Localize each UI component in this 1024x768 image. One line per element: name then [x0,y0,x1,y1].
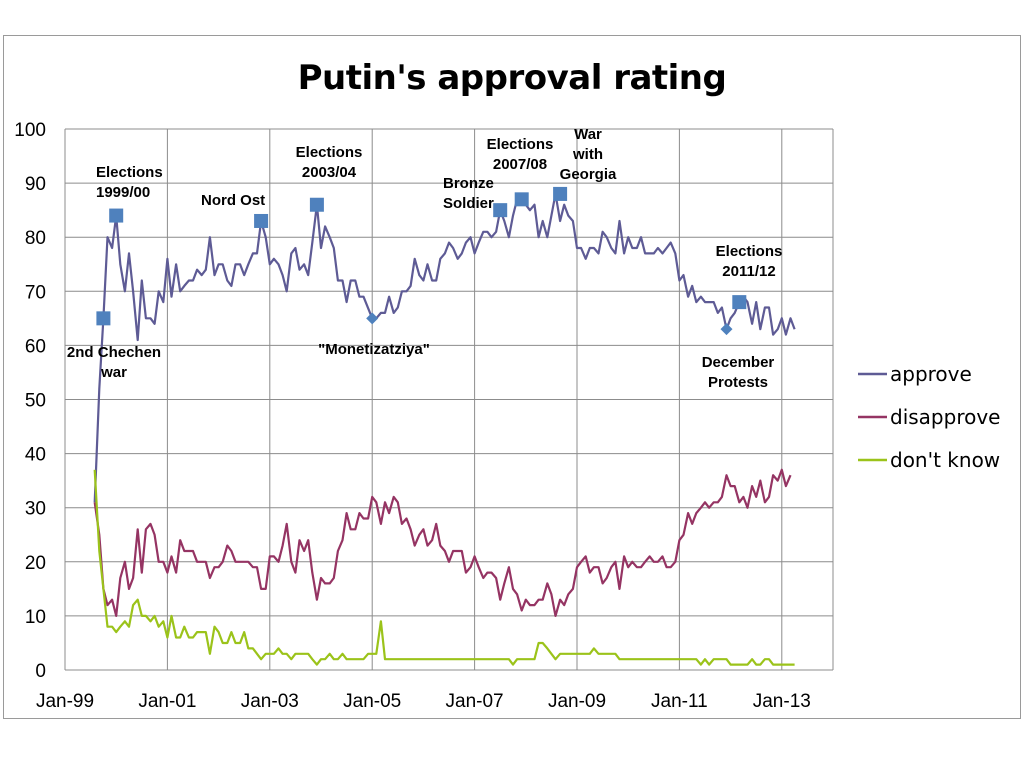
annotation-bronze: Soldier [443,195,494,212]
series-line-approve [93,192,796,503]
annotation-protests: Protests [708,374,768,391]
x-tick-label: Jan-09 [548,691,606,712]
annotation-elections-1999: Elections [96,164,163,181]
y-tick-label: 50 [25,391,46,412]
event-marker-square [309,197,324,212]
legend-label: disapprove [890,405,1000,429]
y-tick-label: 40 [25,445,46,466]
y-tick-label: 70 [25,282,46,303]
x-tick-label: Jan-03 [241,691,299,712]
y-tick-label: 10 [25,607,46,628]
event-marker-square [493,203,508,218]
x-tick-label: Jan-11 [651,691,708,712]
y-tick-label: 90 [25,174,46,195]
annotation-georgia: Georgia [560,166,617,183]
event-marker-square [109,208,124,223]
annotation-elections-2011: 2011/12 [722,263,775,280]
y-tick-label: 0 [35,661,46,682]
annotation-elections-2011: Elections [716,243,783,260]
series-line-disapprove [93,468,792,617]
x-tick-label: Jan-01 [138,691,196,712]
annotation-protests: December [702,354,775,371]
event-marker-square [96,311,111,326]
chart-title: Putin's approval rating [297,58,727,98]
annotation-elections-2007: Elections [487,136,554,153]
y-tick-label: 100 [14,120,46,141]
annotation-chechen: 2nd Chechen [67,344,161,361]
series-line-don-t-know [93,469,795,666]
legend-label: don't know [890,448,1000,472]
annotation-elections-2003: Elections [296,144,363,161]
x-tick-label: Jan-99 [36,691,94,712]
annotation-nordost: Nord Ost [201,192,265,209]
annotation-elections-2007: 2007/08 [493,156,547,173]
annotation-elections-2003: 2003/04 [302,164,357,181]
y-tick-label: 80 [25,228,46,249]
annotation-monetiz: "Monetizatziya" [318,341,430,358]
y-tick-label: 30 [25,499,46,520]
annotation-georgia: War [574,126,602,143]
chart-frame [3,35,1021,719]
annotation-elections-1999: 1999/00 [96,184,150,201]
x-tick-label: Jan-07 [446,691,504,712]
event-marker-diamond [366,312,379,325]
y-tick-label: 60 [25,336,46,357]
event-marker-square [732,295,747,310]
event-marker-square [254,213,269,228]
x-tick-label: Jan-13 [753,691,811,712]
legend-label: approve [890,362,972,386]
event-marker-square [553,186,568,201]
annotation-chechen: war [100,364,127,381]
annotation-bronze: Bronze [443,175,494,192]
event-marker-square [514,192,529,207]
y-tick-label: 20 [25,553,46,574]
event-marker-diamond [720,323,733,336]
x-tick-label: Jan-05 [343,691,401,712]
annotation-georgia: with [572,146,603,163]
